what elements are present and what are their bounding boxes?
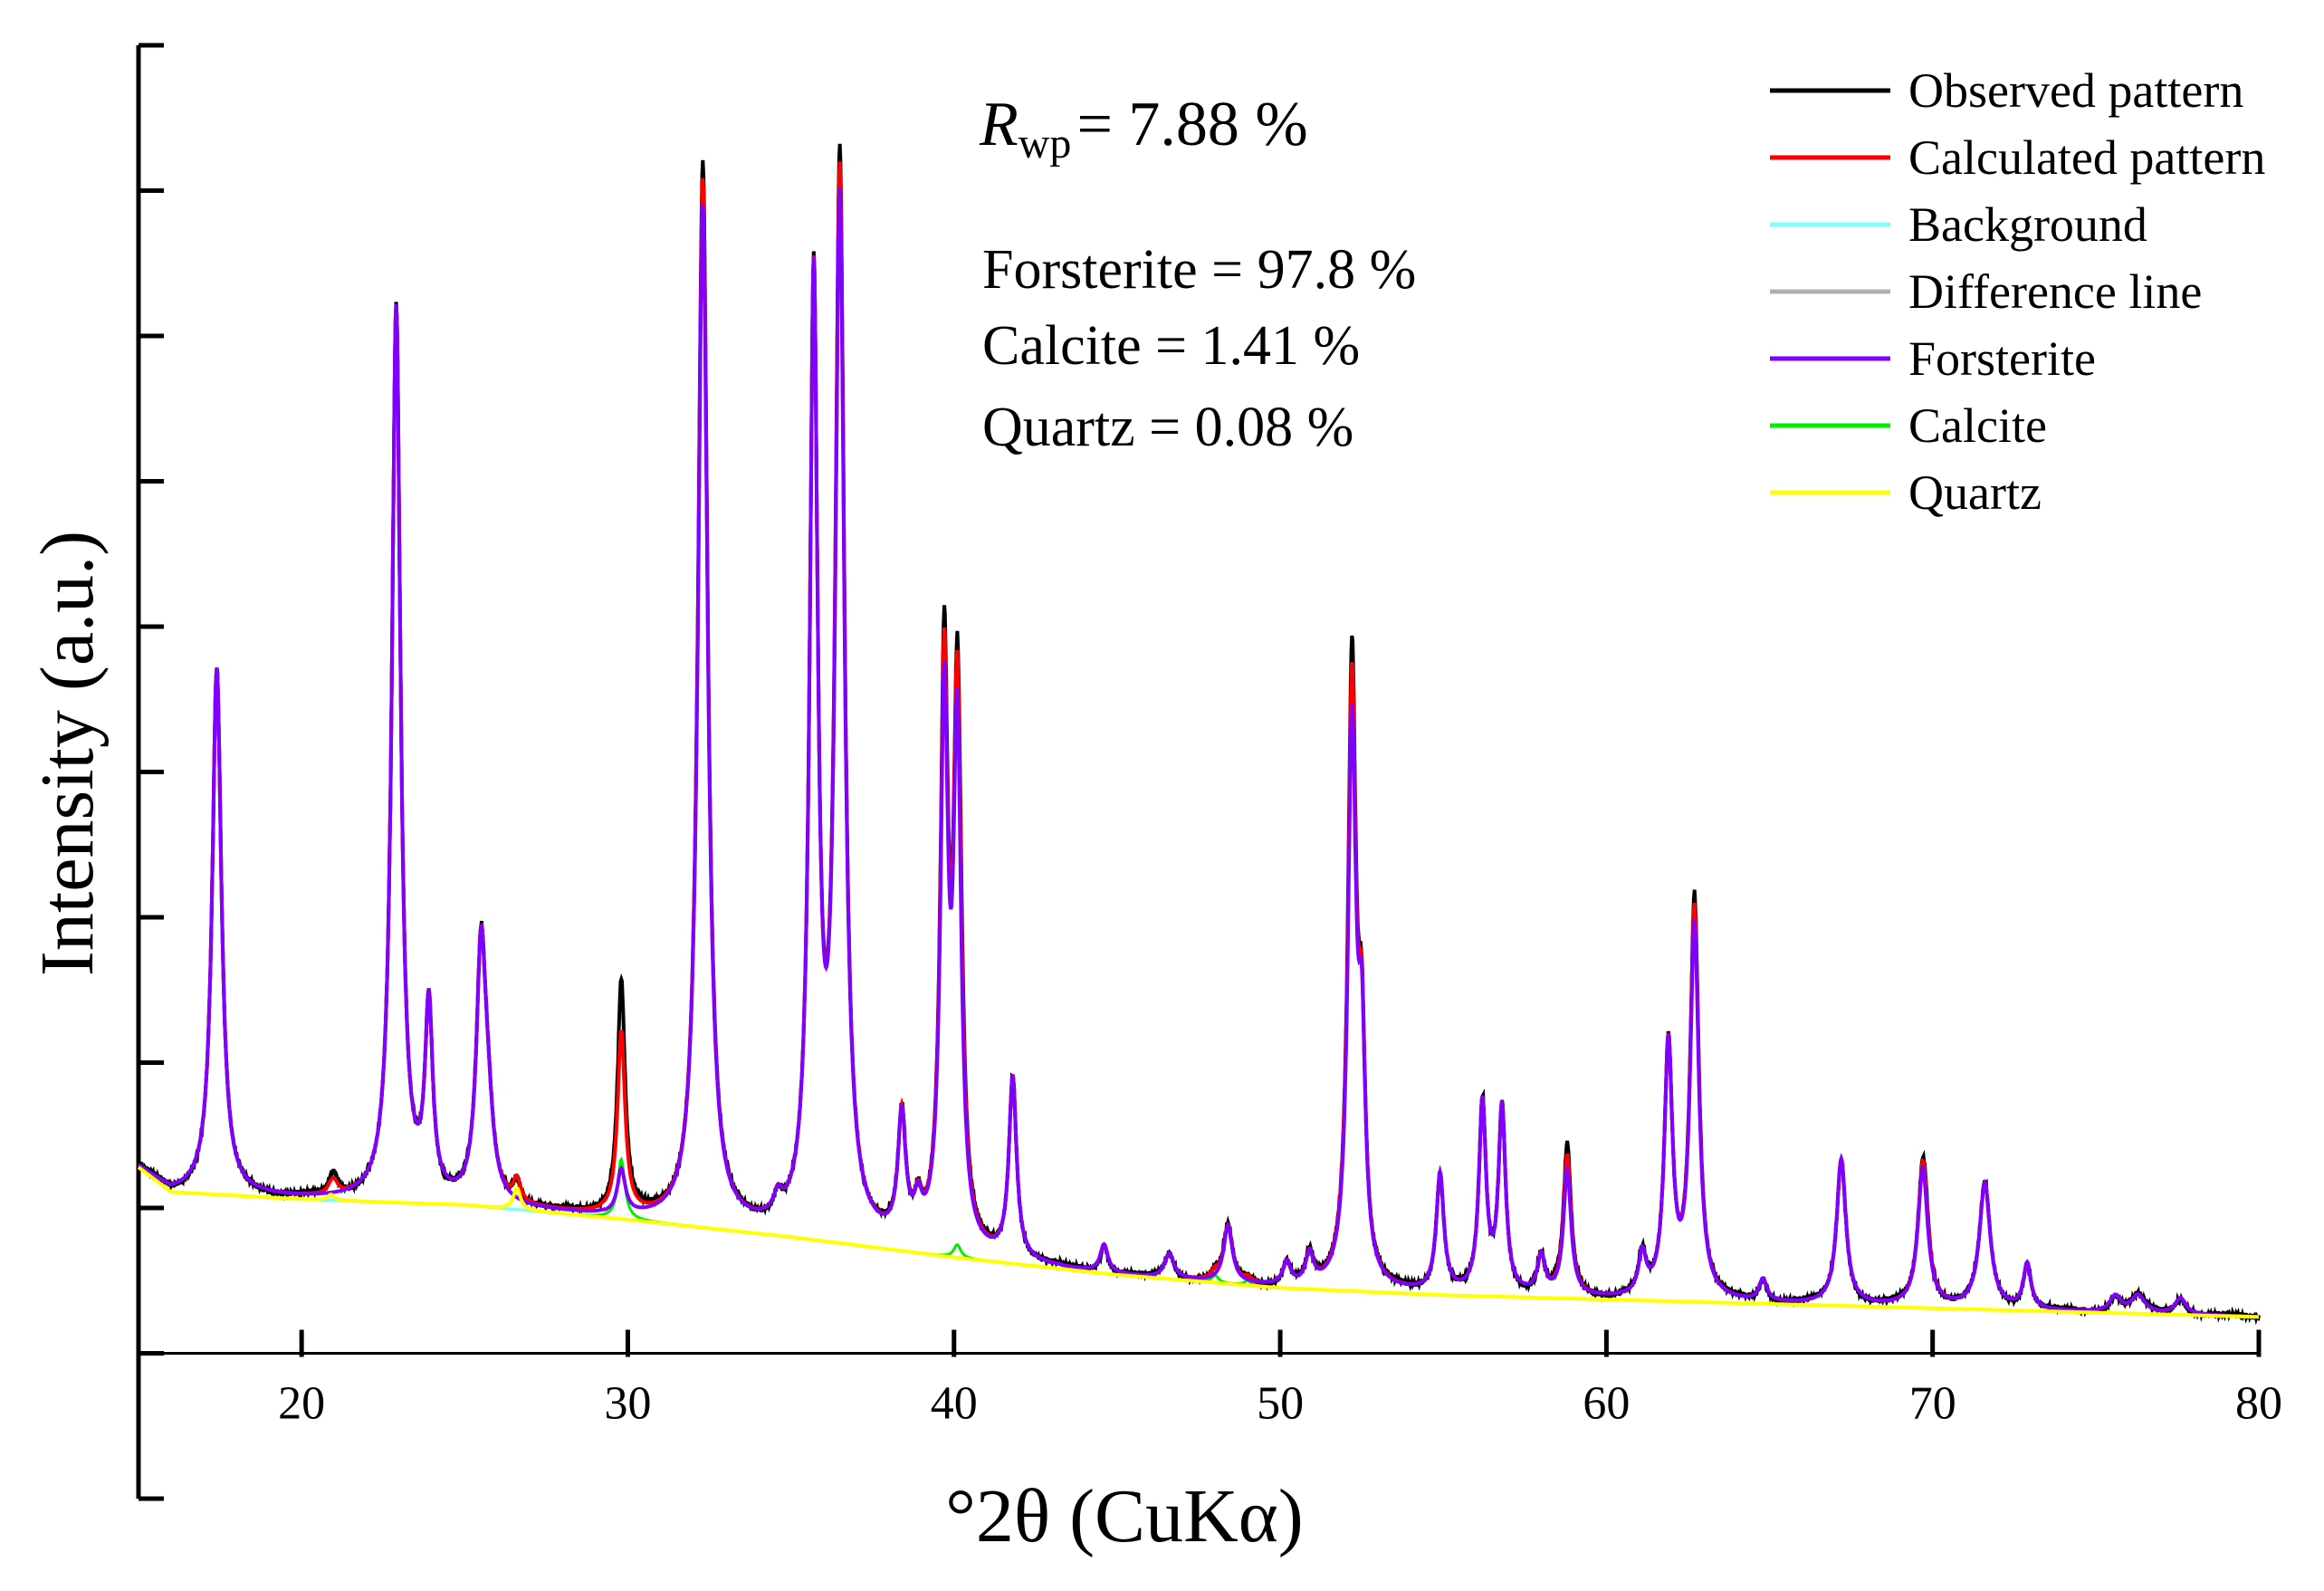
rwp-value: = 7.88 % <box>1076 90 1307 159</box>
legend-label-forsterite: Forsterite <box>1908 331 2096 386</box>
legend-label-calculated-pattern: Calculated pattern <box>1908 130 2265 185</box>
phase-fraction-forsterite: Forsterite = 97.8 % <box>982 239 1416 301</box>
rwp-symbol: R <box>979 90 1019 159</box>
legend-label-difference-line: Difference line <box>1908 264 2202 319</box>
legend-label-calcite: Calcite <box>1908 398 2047 453</box>
x-tick-label: 80 <box>2235 1378 2282 1430</box>
x-tick-label: 40 <box>931 1378 978 1430</box>
x-axis-title: °2θ (CuKα) <box>945 1474 1303 1558</box>
phase-fraction-calcite: Calcite = 1.41 % <box>982 315 1360 377</box>
x-tick-label: 50 <box>1257 1378 1304 1430</box>
x-tick-label: 20 <box>278 1378 325 1430</box>
y-axis-title: Intensity (a.u.) <box>25 531 110 976</box>
x-tick-label: 70 <box>1909 1378 1956 1430</box>
rwp-subscript: wp <box>1019 120 1072 168</box>
phase-fraction-quartz: Quartz = 0.08 % <box>982 397 1353 458</box>
x-tick-label: 30 <box>604 1378 651 1430</box>
legend-label-observed-pattern: Observed pattern <box>1908 63 2243 118</box>
legend-label-quartz: Quartz <box>1908 465 2042 520</box>
x-tick-labels: 20 30 40 50 60 70 80 <box>278 1378 2282 1430</box>
quartz-line <box>137 1165 2259 1319</box>
x-tick-label: 60 <box>1583 1378 1630 1430</box>
legend: Observed pattern Calculated pattern Backgr… <box>1770 63 2265 520</box>
axes <box>136 43 2262 1501</box>
series-group <box>137 144 2261 1326</box>
legend-label-background: Background <box>1908 197 2147 252</box>
rwp-annotation: Rwp= 7.88 % <box>979 90 1308 168</box>
forsterite-line <box>137 187 2259 1319</box>
